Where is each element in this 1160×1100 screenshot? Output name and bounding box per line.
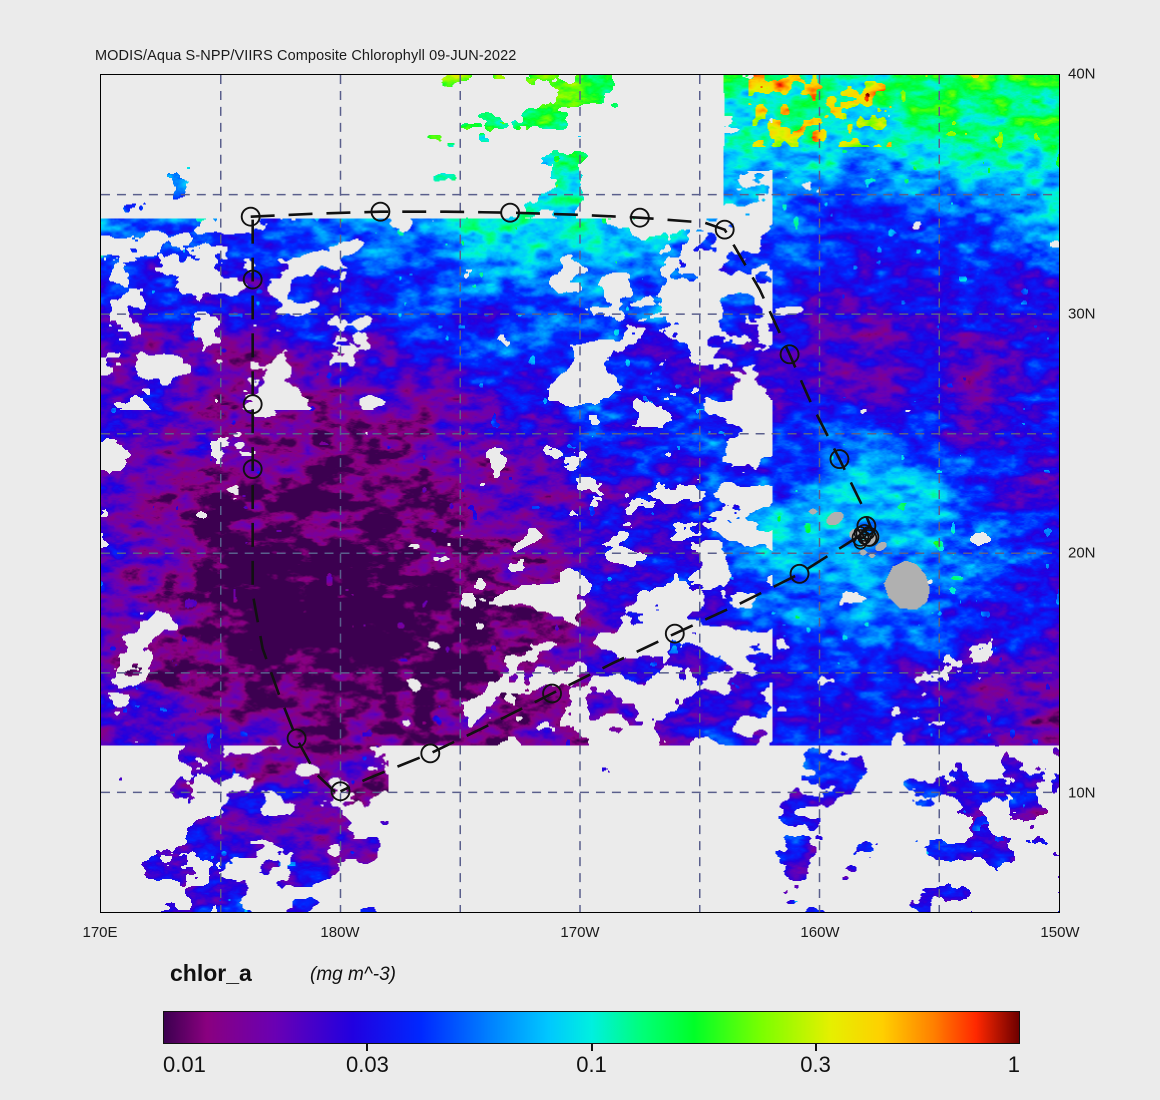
station-marker-2[interactable] bbox=[500, 202, 521, 223]
track-leg-0 bbox=[250, 210, 873, 530]
station-marker-9[interactable] bbox=[789, 563, 810, 584]
colorbar-tick-2 bbox=[590, 1044, 593, 1051]
map-plot-area[interactable] bbox=[100, 74, 1060, 913]
colorbar-gradient bbox=[164, 1012, 1019, 1043]
colorbar-tick-label-3: 0.3 bbox=[800, 1052, 831, 1077]
x-tick-label-4: 150W bbox=[1040, 924, 1080, 941]
station-marker-13[interactable] bbox=[330, 781, 351, 802]
y-tick-label-1: 30N bbox=[1068, 305, 1096, 323]
map-gridlines bbox=[101, 75, 1059, 912]
station-marker-3[interactable] bbox=[629, 207, 650, 228]
station-marker-11[interactable] bbox=[542, 683, 562, 704]
station-marker-15[interactable] bbox=[242, 394, 263, 415]
station-marker-1[interactable] bbox=[370, 201, 391, 222]
station-marker-cluster-3[interactable] bbox=[851, 529, 870, 547]
x-tick-label-2: 170W bbox=[560, 924, 600, 941]
station-marker-4[interactable] bbox=[714, 219, 735, 240]
colorbar-tick-label-4: 1 bbox=[1007, 1052, 1020, 1077]
station-marker-14[interactable] bbox=[242, 269, 263, 290]
station-marker-16[interactable] bbox=[242, 459, 263, 479]
colorbar-tick-label-2: 0.1 bbox=[576, 1052, 607, 1077]
colorbar-tick-label-1: 0.03 bbox=[346, 1052, 389, 1077]
cruise-track-overlay bbox=[240, 201, 880, 802]
station-marker-17[interactable] bbox=[286, 728, 307, 749]
station-marker-cluster-6[interactable] bbox=[853, 536, 868, 550]
colorbar-variable-label: chlor_a bbox=[170, 960, 252, 986]
station-marker-cluster-1[interactable] bbox=[855, 524, 874, 542]
colorbar[interactable] bbox=[163, 1011, 1020, 1044]
station-marker-0[interactable] bbox=[240, 206, 261, 227]
track-leg-1 bbox=[339, 534, 861, 793]
y-tick-label-0: 40N bbox=[1068, 65, 1096, 83]
x-tick-label-0: 170E bbox=[82, 924, 118, 941]
station-marker-12[interactable] bbox=[420, 743, 441, 764]
track-leg-2 bbox=[251, 219, 340, 797]
colorbar-tick-1 bbox=[366, 1044, 369, 1051]
y-tick-label-2: 20N bbox=[1068, 544, 1096, 562]
station-marker-6[interactable] bbox=[829, 449, 850, 470]
colorbar-tick-label-0: 0.01 bbox=[163, 1052, 206, 1077]
x-tick-label-1: 180W bbox=[320, 924, 360, 941]
colorbar-units-label: (mg m^-3) bbox=[310, 964, 396, 985]
x-tick-label-3: 160W bbox=[800, 924, 840, 941]
station-marker-10[interactable] bbox=[664, 623, 685, 644]
station-marker-5[interactable] bbox=[779, 344, 800, 365]
station-marker-cluster-5[interactable] bbox=[859, 529, 878, 547]
y-tick-label-3: 10N bbox=[1068, 784, 1096, 802]
colorbar-tick-3 bbox=[814, 1044, 817, 1051]
figure-title: MODIS/Aqua S-NPP/VIIRS Composite Chlorop… bbox=[95, 48, 517, 64]
